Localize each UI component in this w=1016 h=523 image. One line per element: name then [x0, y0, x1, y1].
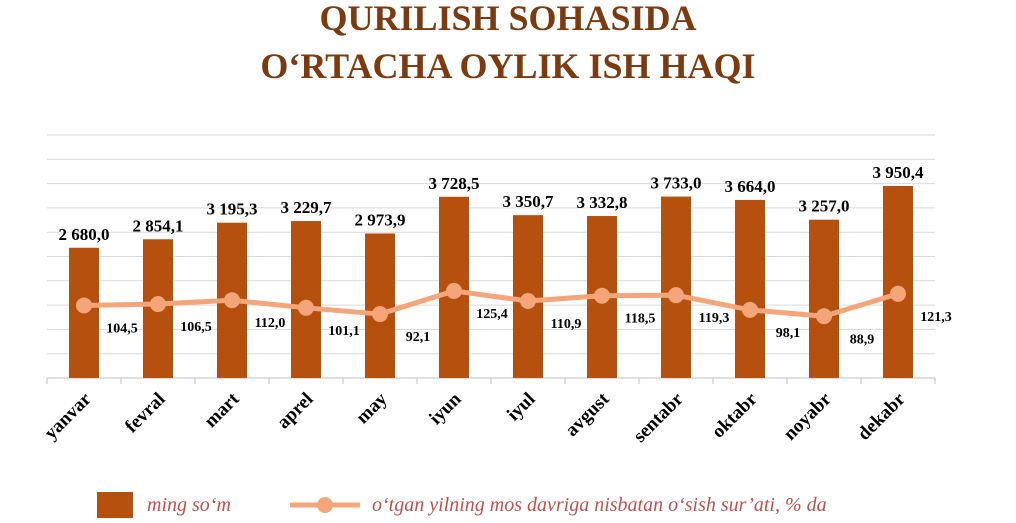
bar-value-label: 2 973,9 — [355, 210, 406, 229]
line-value-label: 88,9 — [850, 332, 875, 347]
line-value-label: 98,1 — [776, 326, 801, 341]
x-tick-label: fevral — [121, 389, 169, 437]
bar-value-label: 3 664,0 — [725, 177, 776, 196]
bar — [809, 219, 839, 378]
x-tick-label: aprel — [273, 389, 317, 433]
legend-key — [97, 492, 133, 518]
bar-value-label: 3 257,0 — [799, 197, 850, 216]
line-marker — [816, 308, 832, 325]
bar-value-label: 2 680,0 — [59, 225, 110, 244]
line-value-label: 112,0 — [255, 316, 286, 331]
chart-title: QURILISH SOHASIDA — [319, 0, 696, 38]
x-tick-label: dekabr — [854, 388, 910, 444]
line-marker — [372, 306, 388, 323]
bar-value-label: 2 854,1 — [133, 216, 184, 235]
chart-title: O‘RTACHA OYLIK ISH HAQI — [260, 46, 755, 86]
line-marker — [224, 292, 240, 309]
bar-value-label: 3 195,3 — [207, 200, 258, 219]
line-marker — [742, 301, 758, 318]
line-value-label: 119,3 — [699, 311, 730, 326]
line-marker — [594, 287, 610, 304]
bar — [365, 233, 395, 378]
bar-value-label: 3 728,5 — [429, 174, 480, 193]
x-tick-label: iyul — [503, 389, 540, 426]
x-tick-label: iyun — [425, 388, 466, 429]
line-marker — [890, 285, 906, 302]
x-tick-label: sentabr — [629, 388, 688, 447]
line-marker — [446, 282, 462, 299]
bar-value-label: 3 950,4 — [873, 163, 925, 182]
line-value-label: 101,1 — [328, 324, 360, 339]
bar-value-label: 3 229,7 — [281, 198, 333, 217]
x-tick-label: oktabr — [708, 388, 762, 442]
legend-label: o‘tgan yilning mos davriga nisbatan o‘si… — [372, 494, 827, 516]
bar-value-label: 3 332,8 — [577, 193, 628, 212]
x-tick-label: mart — [200, 388, 244, 432]
bar — [291, 221, 321, 378]
line-value-label: 104,5 — [106, 321, 138, 336]
line — [83, 288, 899, 319]
x-tick-label: may — [352, 388, 392, 428]
line-value-label: 121,3 — [920, 310, 952, 325]
line-value-label: 110,9 — [551, 317, 582, 332]
line-marker — [150, 296, 166, 313]
line-marker — [668, 287, 684, 304]
line-marker — [520, 293, 536, 310]
line-value-label: 92,1 — [406, 330, 431, 345]
bar-value-label: 3 350,7 — [503, 192, 555, 211]
line-marker — [76, 297, 92, 314]
line-marker — [298, 299, 314, 316]
bar — [735, 199, 765, 378]
legend-label: ming so‘m — [147, 494, 231, 516]
line-value-label: 106,5 — [180, 320, 212, 335]
line-value-label: 118,5 — [625, 312, 656, 327]
bar — [883, 186, 913, 378]
line-value-label: 125,4 — [476, 307, 508, 322]
bar-value-label: 3 733,0 — [651, 174, 702, 193]
x-tick-label: avgust — [561, 388, 614, 441]
legend-key — [317, 497, 333, 513]
x-tick-label: yanvar — [40, 388, 96, 444]
x-tick-label: noyabr — [780, 388, 836, 444]
